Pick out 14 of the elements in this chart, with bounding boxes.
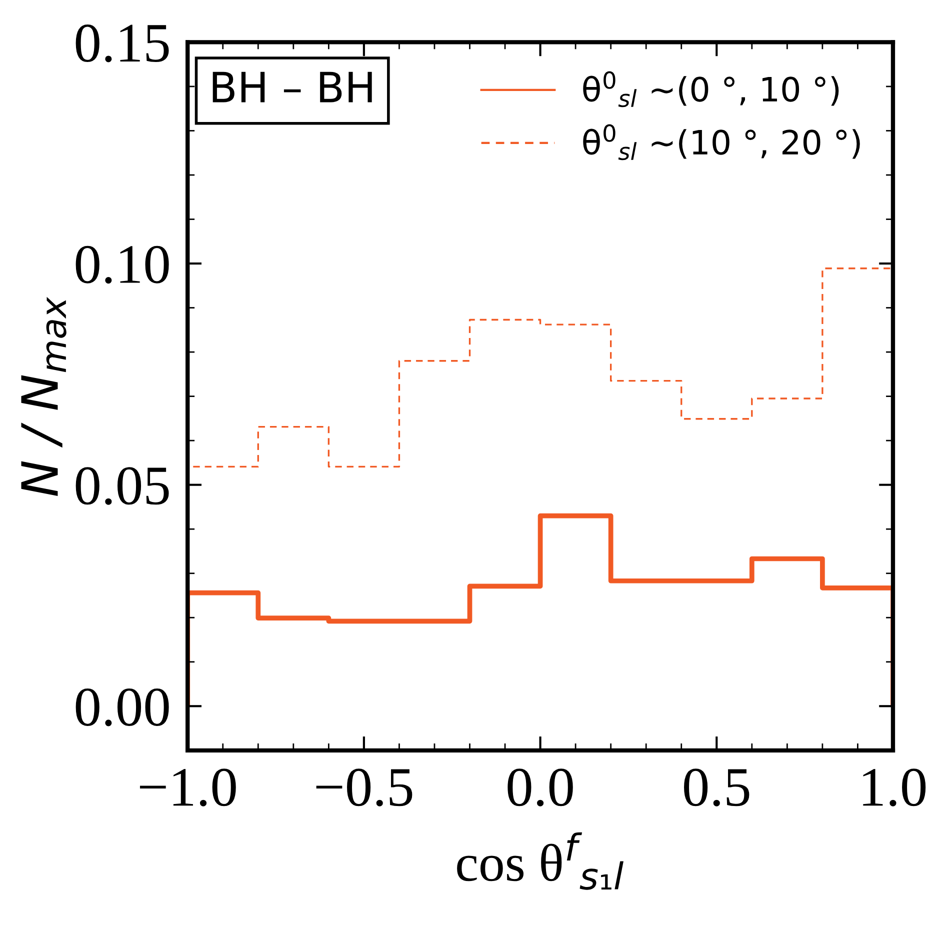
x-tick-label: 0.5 bbox=[684, 768, 750, 806]
legend-label: θ$^{0}$$_{sl}$ ∼(10 °, 20 °) bbox=[583, 124, 860, 160]
x-tick-label: −1.0 bbox=[140, 768, 236, 806]
annotation: BH – BH bbox=[212, 72, 372, 102]
legend-label: θ$^{0}$$_{sl}$ ∼(0 °, 10 °) bbox=[583, 71, 839, 108]
x-tick-label: 0.0 bbox=[508, 768, 573, 806]
y-tick-label: 0.10 bbox=[76, 246, 169, 284]
y-tick-label: 0.15 bbox=[76, 24, 169, 62]
y-tick-label: 0.05 bbox=[76, 467, 169, 505]
y-axis-title: N / N$_{max}$ bbox=[21, 296, 66, 496]
x-tick-label: 1.0 bbox=[863, 768, 926, 806]
y-tick-label: 0.00 bbox=[76, 688, 169, 726]
x-tick-label: −0.5 bbox=[316, 768, 412, 806]
x-axis-title: cos θ$^{f}$$_{s₁l}$ bbox=[457, 832, 624, 890]
